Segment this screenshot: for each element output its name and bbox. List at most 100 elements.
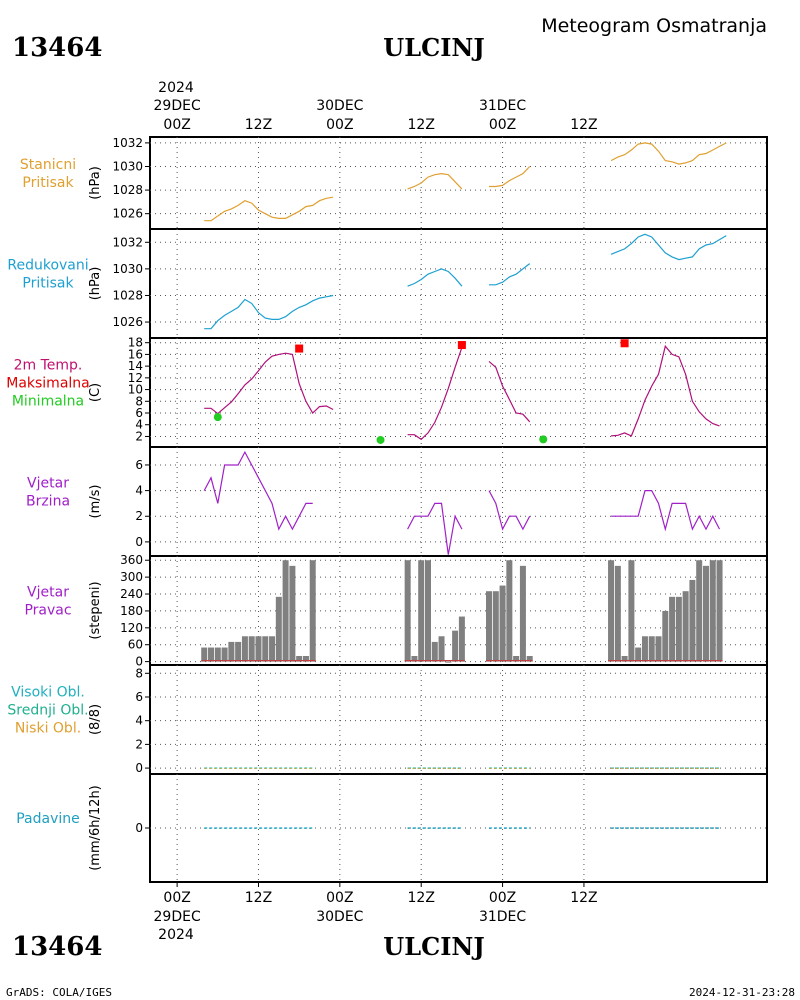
y-tick-label: 16	[128, 347, 143, 361]
bottom-year-label: 2024	[158, 927, 194, 943]
top-time-label: 12Z	[570, 117, 597, 133]
y-tick-label: 6	[135, 690, 143, 704]
wind-direction-label: Vjetar	[27, 585, 69, 601]
y-tick-label: 2	[135, 429, 143, 443]
top-year-label: 2024	[158, 80, 194, 96]
panel-wind-direction: 0 60 120 180 240 300 360 (stepeni) Vjetar Pravac	[24, 553, 768, 669]
wind-direction-bar	[201, 647, 208, 662]
wind-direction-bar	[614, 565, 621, 662]
panel-clouds: 0 2 4 6 8 (8/8)Visoki Obl. Srednji Obl. Niski O…	[7, 664, 768, 775]
max-temp-marker	[457, 341, 466, 350]
wind-direction-bar	[669, 596, 676, 662]
grads-credit: GrADS: COLA/IGES	[6, 986, 112, 999]
wind-direction-label: Pravac	[24, 603, 71, 619]
wind-speed-line	[488, 490, 531, 531]
y-tick-label: 180	[120, 604, 143, 618]
station-name-bottom: ULCINJ	[383, 932, 484, 961]
wind-direction-bar	[702, 565, 709, 662]
reduced-pressure-label: Pritisak	[22, 276, 74, 292]
y-tick-label: 1032	[112, 136, 143, 150]
y-tick-label: 14	[128, 359, 143, 373]
wind-direction-bar	[309, 560, 316, 662]
wind-direction-bar	[682, 591, 689, 662]
top-time-label: 00Z	[163, 117, 190, 133]
temperature-label: 2m Temp.	[14, 358, 83, 374]
min-temp-marker	[376, 435, 385, 444]
wind-direction-bar	[269, 636, 276, 662]
y-tick-label: 0	[135, 655, 143, 669]
station-id-bottom: 13464	[12, 932, 102, 962]
temperature-label: Maksimalna	[6, 376, 90, 392]
temperature-line	[407, 347, 463, 441]
y-tick-label: 4	[135, 714, 143, 728]
panel-precipitation: 0 (mm/6h/12h) Padavine	[16, 773, 768, 883]
top-time-label: 00Z	[489, 117, 516, 133]
y-tick-label: 4	[135, 418, 143, 432]
y-tick-label: 6	[135, 458, 143, 472]
wind-direction-bar	[519, 565, 526, 662]
wind-direction-bar	[248, 636, 255, 662]
wind-direction-bar	[235, 641, 242, 662]
wind-direction-bar	[499, 585, 506, 662]
wind-speed-line	[611, 490, 721, 532]
wind-direction-bar	[655, 636, 662, 662]
meteogram-subtitle: Meteogram Osmatranja	[541, 15, 767, 37]
wind-speed-label: Vjetar	[27, 476, 69, 492]
wind-direction-bar	[431, 641, 438, 662]
wind-direction-bar	[675, 596, 682, 662]
bottom-time-label: 12Z	[570, 890, 597, 906]
wind-direction-axis-label: (stepeni)	[88, 581, 103, 639]
temperature-axis-label: (C)	[88, 383, 103, 402]
station-pressure-label: Stanicni	[20, 157, 76, 173]
station-pressure-line	[610, 142, 727, 165]
clouds-frame	[149, 664, 768, 775]
reduced-pressure-label: Redukovani	[7, 258, 88, 274]
wind-direction-bar	[621, 655, 628, 662]
reduced-pressure-line	[407, 268, 463, 287]
panel-wind-speed: 0 2 4 6 (m/s) Vjetar Brzina	[26, 446, 768, 557]
wind-speed-frame	[149, 446, 768, 557]
wind-speed-axis-label: (m/s)	[88, 485, 103, 519]
top-date-label: 29DEC	[154, 98, 201, 114]
precipitation-label: Padavine	[16, 811, 80, 827]
station-pressure-line	[489, 166, 531, 188]
bottom-time-label: 12Z	[408, 890, 435, 906]
wind-direction-bar	[486, 591, 493, 662]
temperature-line	[488, 360, 531, 423]
y-tick-label: 60	[128, 638, 143, 652]
y-tick-label: 1028	[112, 183, 143, 197]
wind-direction-bar	[255, 636, 262, 662]
bottom-date-label: 30DEC	[316, 909, 363, 925]
top-date-label: 31DEC	[479, 98, 526, 114]
y-tick-label: 8	[135, 394, 143, 408]
precipitation-axis-label: (mm/6h/12h)	[88, 785, 103, 871]
temperature-frame	[149, 337, 768, 448]
bottom-date-label: 31DEC	[479, 909, 526, 925]
bottom-time-label: 00Z	[163, 890, 190, 906]
wind-direction-bar	[302, 655, 309, 662]
y-tick-label: 0	[135, 761, 143, 775]
panel-reduced-pressure: 1026 1028 1030 1032 (hPa)Redukovani Pritisak	[7, 228, 768, 339]
clouds-label: Srednji Obl.	[7, 703, 88, 719]
wind-direction-bar	[418, 560, 425, 662]
bottom-date-label: 29DEC	[154, 909, 201, 925]
wind-direction-bar	[404, 560, 411, 662]
y-tick-label: 2	[135, 509, 143, 523]
clouds-label: Niski Obl.	[15, 721, 81, 737]
wind-direction-bar	[716, 560, 723, 662]
wind-direction-bar	[635, 647, 642, 662]
max-temp-marker	[620, 339, 629, 348]
y-tick-label: 1030	[112, 159, 143, 173]
clouds-label: Visoki Obl.	[11, 685, 85, 701]
wind-direction-bar	[214, 647, 221, 662]
y-tick-label: 6	[135, 406, 143, 420]
bottom-time-label: 00Z	[326, 890, 353, 906]
wind-direction-bar	[641, 636, 648, 662]
station-pressure-frame	[149, 136, 768, 230]
wind-direction-bar	[275, 596, 282, 662]
wind-direction-bar	[608, 560, 615, 662]
temperature-line	[204, 352, 334, 415]
top-time-label: 12Z	[245, 117, 272, 133]
